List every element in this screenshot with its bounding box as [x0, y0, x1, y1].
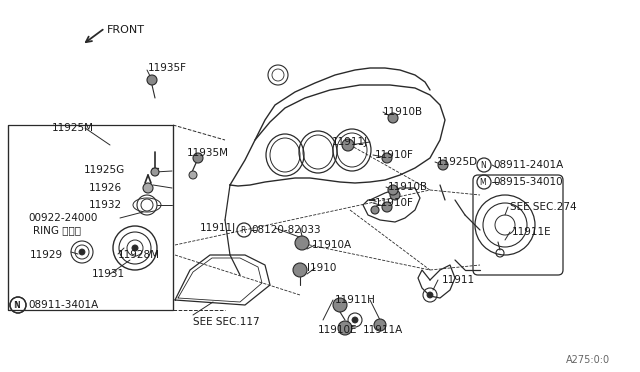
Text: 11935F: 11935F [148, 63, 187, 73]
Circle shape [132, 245, 138, 251]
Circle shape [371, 206, 379, 214]
Text: A275:0:0: A275:0:0 [566, 355, 610, 365]
Text: 11910B: 11910B [388, 182, 428, 192]
Text: 11925M: 11925M [52, 123, 94, 133]
Circle shape [143, 183, 153, 193]
Text: 11925G: 11925G [84, 165, 125, 175]
Text: 00922-24000: 00922-24000 [28, 213, 97, 223]
Text: 11910F: 11910F [375, 150, 414, 160]
Text: 08911-2401A: 08911-2401A [493, 160, 563, 170]
Circle shape [352, 317, 358, 323]
Text: RING リング: RING リング [33, 225, 81, 235]
Circle shape [342, 139, 354, 151]
Text: 11911E: 11911E [512, 227, 552, 237]
Text: 11925D: 11925D [437, 157, 478, 167]
Text: N: N [13, 301, 19, 310]
Text: I1910: I1910 [307, 263, 337, 273]
Circle shape [374, 319, 386, 331]
Text: 11932: 11932 [89, 200, 122, 210]
Circle shape [151, 168, 159, 176]
Text: N: N [14, 301, 20, 310]
Circle shape [388, 113, 398, 123]
Circle shape [293, 263, 307, 277]
Circle shape [382, 202, 392, 212]
Circle shape [79, 249, 85, 255]
Text: 11929: 11929 [30, 250, 63, 260]
Text: 11911A: 11911A [363, 325, 403, 335]
Text: 08911-3401A: 08911-3401A [28, 300, 99, 310]
Text: SEE SEC.117: SEE SEC.117 [193, 317, 260, 327]
Circle shape [333, 298, 347, 312]
Bar [8, 125, 173, 310]
Circle shape [295, 236, 309, 250]
Text: 11910A: 11910A [312, 240, 352, 250]
Text: 11911J: 11911J [332, 137, 368, 147]
Circle shape [390, 190, 400, 200]
Text: 11928M: 11928M [118, 250, 160, 260]
Text: N: N [480, 160, 486, 170]
Text: 11910E: 11910E [318, 325, 358, 335]
Text: FRONT: FRONT [107, 25, 145, 35]
Text: 11926: 11926 [89, 183, 122, 193]
Circle shape [338, 321, 352, 335]
Text: 11911: 11911 [442, 275, 475, 285]
Circle shape [147, 75, 157, 85]
Circle shape [193, 153, 203, 163]
Text: 11910B: 11910B [383, 107, 423, 117]
Circle shape [427, 292, 433, 298]
Circle shape [438, 160, 448, 170]
Text: R: R [240, 225, 246, 234]
Circle shape [388, 185, 398, 195]
Text: 08915-34010: 08915-34010 [493, 177, 563, 187]
Circle shape [189, 171, 197, 179]
Text: 11935M: 11935M [187, 148, 229, 158]
Text: 11931: 11931 [92, 269, 125, 279]
Text: M: M [480, 177, 486, 186]
Text: 08120-82033: 08120-82033 [251, 225, 321, 235]
Circle shape [382, 153, 392, 163]
Text: SEE SEC.274: SEE SEC.274 [510, 202, 577, 212]
Text: 11911J: 11911J [200, 223, 236, 233]
Text: 11911H: 11911H [335, 295, 376, 305]
Text: 11910F: 11910F [375, 198, 414, 208]
